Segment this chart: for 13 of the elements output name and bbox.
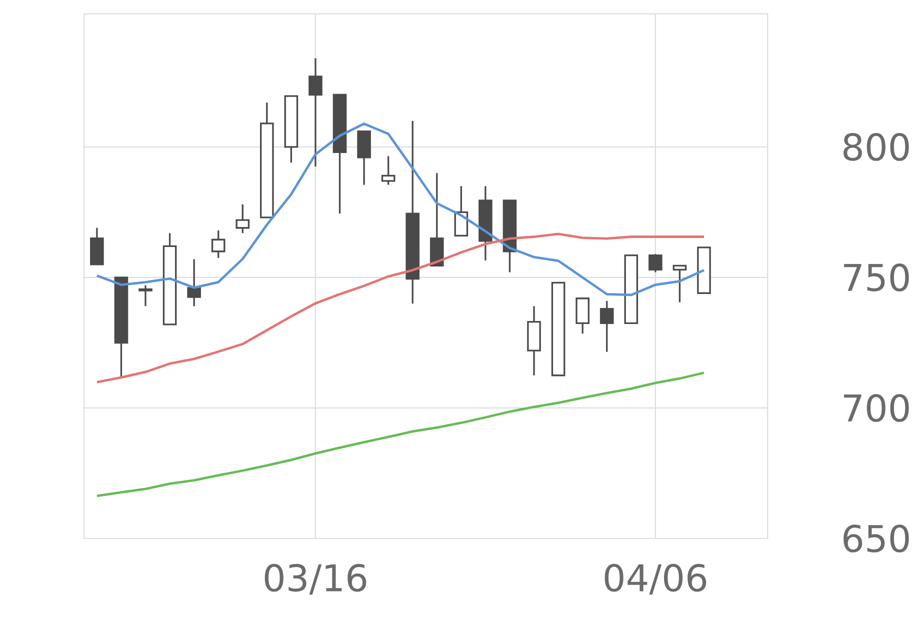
y-tick-label: 700 xyxy=(844,394,909,422)
candlestick xyxy=(138,284,152,308)
candlestick xyxy=(308,57,322,168)
y-tick-label: 800 xyxy=(844,133,909,161)
line-series xyxy=(96,372,706,498)
candlestick xyxy=(478,185,492,262)
y-tick-label: 650 xyxy=(844,524,909,552)
x-tick-label: 04/06 xyxy=(604,564,706,595)
y-tick-label: 750 xyxy=(844,264,909,292)
candlestick xyxy=(187,258,201,308)
candlestick xyxy=(527,305,541,376)
candlestick xyxy=(406,120,420,304)
x-tick-label: 03/16 xyxy=(264,564,366,595)
